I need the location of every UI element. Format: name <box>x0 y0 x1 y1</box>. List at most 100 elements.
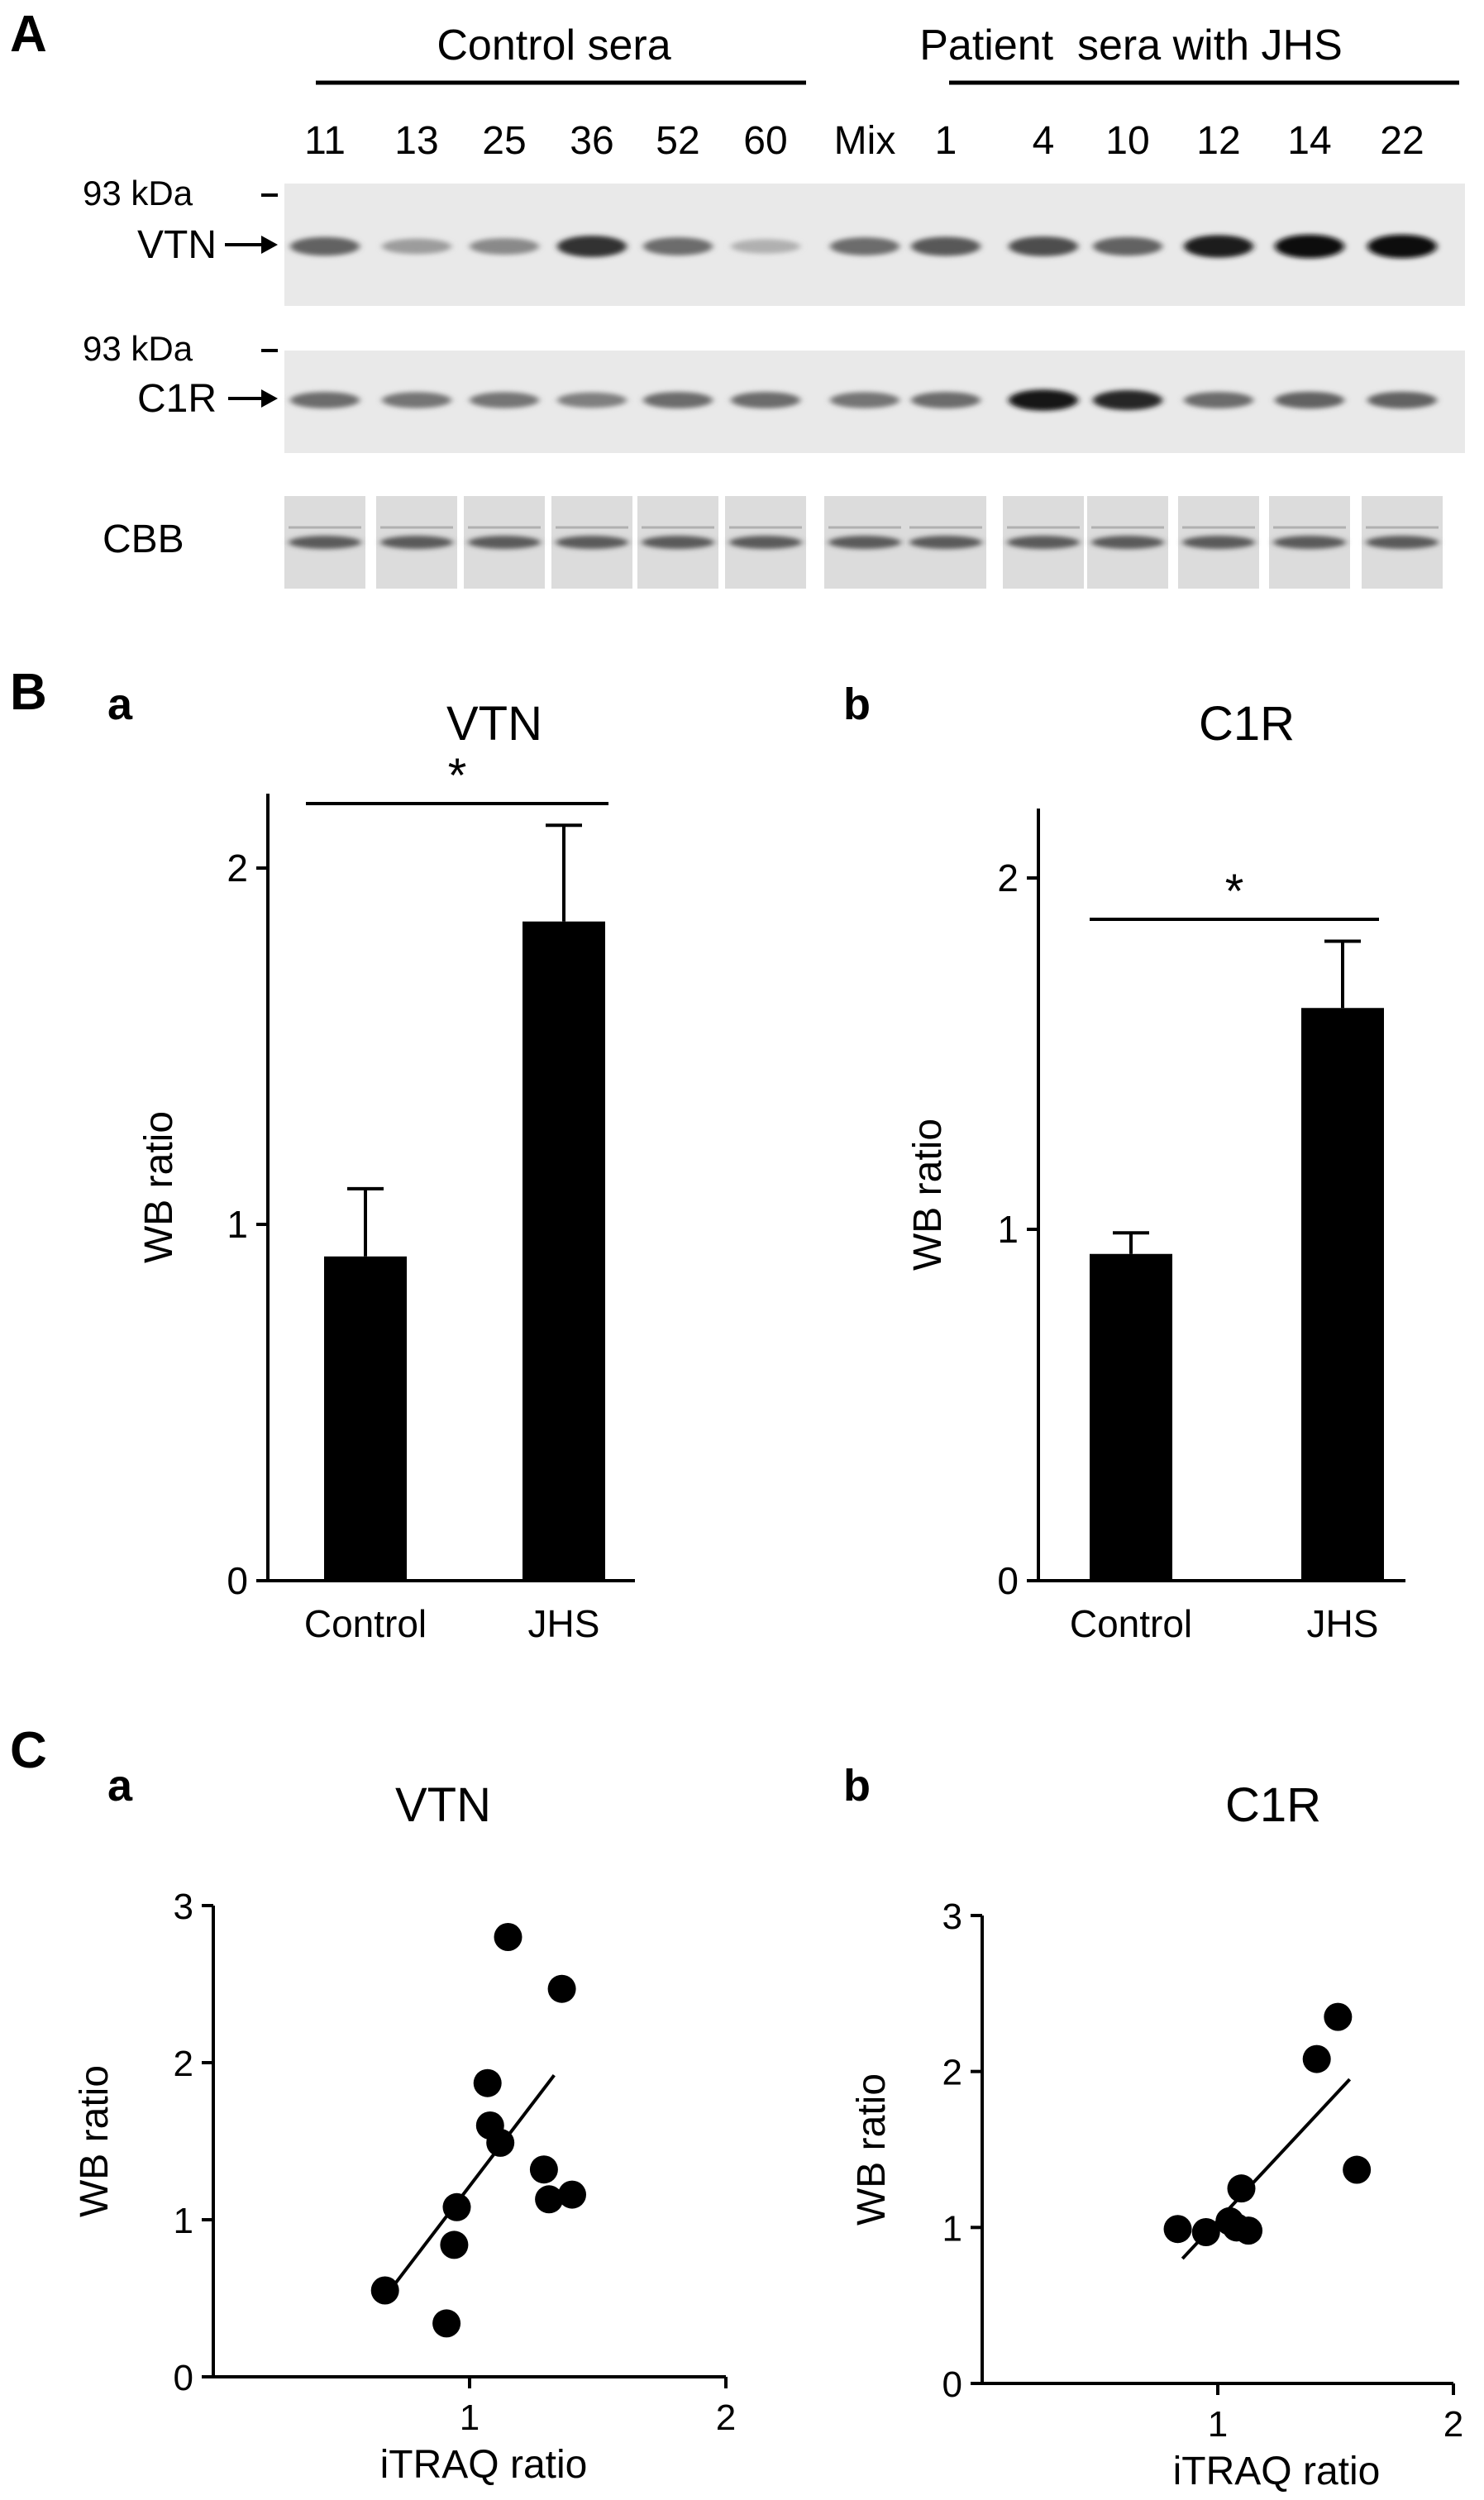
patient-sera-label: Patient sera with JHS <box>919 21 1343 69</box>
blot-band <box>1367 391 1437 409</box>
bar <box>324 1256 407 1581</box>
lane-label: 36 <box>570 119 613 163</box>
y-tick-label: 2 <box>227 847 248 890</box>
data-point <box>440 2230 469 2259</box>
cbb-band <box>1366 536 1439 549</box>
cbb-band <box>1182 536 1255 549</box>
data-point <box>1227 2174 1256 2203</box>
bar <box>523 921 605 1581</box>
blot-band <box>1275 391 1344 409</box>
panel-a: A Control sera Patient sera with JHS 11 1… <box>10 6 1465 589</box>
cbb-band <box>909 536 982 549</box>
data-point <box>529 2155 558 2184</box>
chart-title: VTN <box>446 697 542 751</box>
trend-line <box>386 2073 556 2295</box>
blot-band <box>382 238 451 255</box>
significance-marker: * <box>1225 865 1244 918</box>
data-point <box>432 2309 461 2338</box>
blot-band <box>1009 236 1078 256</box>
blot-band <box>643 237 713 255</box>
y-tick-label: 3 <box>942 1896 962 1937</box>
lane-label: 25 <box>482 119 526 163</box>
lane-label: 11 <box>304 119 346 163</box>
lane-label: 52 <box>656 119 699 163</box>
blot-band <box>1093 236 1162 256</box>
x-tick-label: 1 <box>1208 2404 1228 2445</box>
c1r-blot: 93 kDa C1R <box>83 329 1465 453</box>
data-point <box>1343 2155 1372 2184</box>
cbb-band <box>556 536 628 549</box>
blot-band <box>1093 389 1162 411</box>
vtn-blot: 93 kDa VTN <box>83 174 1465 306</box>
bar <box>1301 1008 1384 1581</box>
category-label: Control <box>304 1602 427 1645</box>
subpanel-letter: a <box>107 680 133 729</box>
control-sera-label: Control sera <box>437 21 670 69</box>
y-tick-label: 1 <box>942 2208 962 2249</box>
blot-band <box>382 392 451 408</box>
blot-band <box>1009 389 1078 411</box>
blot-band <box>830 237 899 255</box>
cbb-band <box>828 536 901 549</box>
bar <box>1090 1253 1172 1581</box>
cbb-label: CBB <box>103 518 184 561</box>
cbb-band <box>289 536 361 549</box>
data-point <box>473 2068 502 2097</box>
cbb-band <box>1091 536 1164 549</box>
data-point <box>442 2192 471 2221</box>
panel-b: B a VTN 0 1 2 WB ratio Control JHS * b C1R 0 1 2 WB r… <box>10 664 1405 1645</box>
y-axis-label: WB ratio <box>73 2065 117 2217</box>
scatter-vtn: a VTN 0 1 2 3 1 2 iTRAQ ratio WB ratio <box>73 1761 736 2487</box>
blot-band <box>1275 234 1344 259</box>
category-label: Control <box>1070 1602 1192 1645</box>
y-tick-label: 0 <box>227 1559 248 1602</box>
blot-band <box>731 239 800 254</box>
subpanel-letter: b <box>843 680 871 729</box>
y-axis-label: WB ratio <box>850 2073 894 2226</box>
c1r-bands <box>290 389 1437 411</box>
blot-band <box>470 237 539 255</box>
blot-band <box>911 392 981 408</box>
chart-title: VTN <box>395 1778 491 1832</box>
category-label: JHS <box>1307 1602 1379 1645</box>
c1r-arrow-icon <box>228 389 278 408</box>
cbb-band <box>729 536 802 549</box>
x-axis-label: iTRAQ ratio <box>1173 2450 1381 2493</box>
blot-band <box>643 392 713 408</box>
data-point <box>1302 2044 1331 2073</box>
blot-band <box>557 392 627 408</box>
chart-title: C1R <box>1225 1778 1321 1832</box>
blot-band <box>1184 235 1253 258</box>
data-point <box>558 2180 586 2209</box>
vtn-blot-label: VTN <box>137 223 217 267</box>
data-point <box>370 2276 399 2305</box>
y-tick-label: 2 <box>997 856 1019 899</box>
chart-title: C1R <box>1199 697 1295 751</box>
blot-band <box>830 392 899 408</box>
y-tick-label: 1 <box>227 1203 248 1246</box>
panel-c: C a VTN 0 1 2 3 1 2 iTRAQ ratio WB ratio b C1R 0 1 2 3… <box>10 1722 1463 2493</box>
data-point <box>1234 2216 1263 2245</box>
data-point <box>535 2185 564 2214</box>
cbb-band <box>642 536 714 549</box>
lane-labels: 11 13 25 36 52 60 Mix 1 4 10 12 14 22 <box>304 119 1424 163</box>
lane-label: 13 <box>394 119 438 163</box>
subpanel-letter: a <box>107 1761 133 1811</box>
data-point <box>1163 2215 1192 2244</box>
y-axis-label: WB ratio <box>137 1111 181 1263</box>
blot-band <box>911 236 981 256</box>
category-label: JHS <box>528 1602 600 1645</box>
lane-label: 14 <box>1287 119 1331 163</box>
bar-chart-c1r: b C1R 0 1 2 WB ratio Control JHS * <box>843 680 1405 1645</box>
data-point <box>1191 2217 1220 2246</box>
panel-a-letter: A <box>10 6 47 63</box>
blot-band <box>1367 234 1437 259</box>
data-point <box>486 2128 515 2157</box>
y-tick-label: 2 <box>942 2053 962 2093</box>
cbb-band <box>468 536 541 549</box>
subpanel-letter: b <box>843 1761 871 1811</box>
blot-band <box>290 392 360 408</box>
y-axis-label: WB ratio <box>906 1119 950 1271</box>
lane-label: 1 <box>935 119 957 163</box>
lane-label: Mix <box>834 119 896 163</box>
